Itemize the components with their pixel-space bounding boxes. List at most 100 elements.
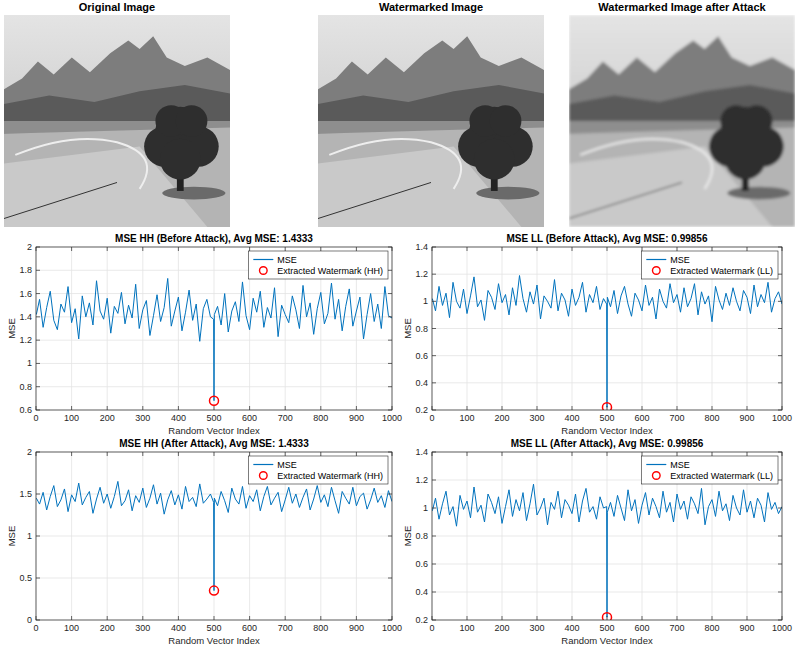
- chart: 010020030040050060070080090010000.60.811…: [6, 233, 402, 436]
- tick: [142, 247, 143, 251]
- tick-label: 0.6: [19, 405, 32, 415]
- tick: [320, 406, 321, 410]
- tick-label: 1.4: [19, 312, 32, 322]
- photo-content: [4, 15, 230, 227]
- tick: [778, 536, 782, 537]
- chart: 010020030040050060070080090010000.20.40.…: [402, 438, 792, 646]
- tick: [107, 247, 108, 251]
- tick-label: 800: [313, 413, 328, 423]
- tick: [432, 452, 433, 456]
- image-title: Watermarked Image: [379, 1, 483, 13]
- tick: [572, 616, 573, 620]
- tick: [782, 247, 783, 251]
- image-title: Watermarked Image after Attack: [598, 1, 766, 13]
- tick-label: 600: [242, 623, 257, 633]
- sky: [569, 15, 795, 227]
- tick: [388, 578, 392, 579]
- tick-label: 1.6: [19, 289, 32, 299]
- tick-label: 500: [206, 623, 221, 633]
- tick: [392, 452, 393, 456]
- tick-label: 1000: [382, 413, 402, 423]
- grid-line: [71, 247, 72, 410]
- tick: [747, 406, 748, 410]
- tick: [214, 406, 215, 410]
- tick: [747, 247, 748, 251]
- y-axis-title: MSE: [402, 318, 413, 339]
- tick: [778, 355, 782, 356]
- tick-label: 0: [33, 623, 38, 633]
- tick: [388, 340, 392, 341]
- tick-label: 0.2: [415, 615, 428, 625]
- legend-symbol: [646, 259, 666, 260]
- y-axis-title: MSE: [402, 526, 413, 547]
- tick: [142, 406, 143, 410]
- tick: [467, 247, 468, 251]
- tick: [36, 620, 40, 621]
- legend-label: Extracted Watermark (HH): [277, 266, 383, 276]
- tick: [249, 406, 250, 410]
- foliage: [741, 105, 773, 137]
- tick: [388, 536, 392, 537]
- legend-symbol: [260, 472, 268, 480]
- tick-label: 0: [429, 413, 434, 423]
- tick: [537, 452, 538, 456]
- road: [580, 139, 712, 189]
- tick: [432, 406, 433, 410]
- tick-label: 300: [135, 623, 150, 633]
- tick: [467, 406, 468, 410]
- tick-label: 0.2: [415, 405, 428, 415]
- tick: [677, 452, 678, 456]
- tick: [712, 406, 713, 410]
- photo: [4, 15, 230, 227]
- legend-label: Extracted Watermark (LL): [670, 471, 773, 481]
- tick: [712, 452, 713, 456]
- tick: [778, 410, 782, 411]
- tick: [388, 247, 392, 248]
- tick: [432, 328, 436, 329]
- legend-symbol: [652, 472, 660, 480]
- x-axis-title: Random Vector Index: [168, 425, 260, 436]
- tick: [71, 452, 72, 456]
- foliage: [176, 105, 208, 137]
- tick-label: 0: [33, 413, 38, 423]
- tick: [388, 494, 392, 495]
- shadow: [162, 187, 225, 200]
- tick: [747, 452, 748, 456]
- chart-title: MSE LL (After Attack), Avg MSE: 0.99856: [511, 438, 704, 449]
- legend-label: MSE: [277, 255, 297, 265]
- tick: [285, 247, 286, 251]
- photo-content: [318, 15, 544, 227]
- tick-label: 500: [599, 413, 614, 423]
- tick-label: 1.2: [415, 269, 428, 279]
- image-title: Original Image: [79, 1, 155, 13]
- tick: [178, 247, 179, 251]
- axes-frame: [36, 247, 392, 410]
- grid-line: [178, 247, 179, 410]
- tick: [388, 363, 392, 364]
- tick: [36, 452, 37, 456]
- y-axis-title: MSE: [6, 526, 17, 547]
- tick: [778, 452, 782, 453]
- tick-label: 800: [704, 623, 719, 633]
- legend-symbol: [260, 267, 268, 275]
- tick-label: 1.4: [415, 242, 428, 252]
- legend-label: MSE: [670, 460, 690, 470]
- tick: [249, 452, 250, 456]
- shadow: [727, 187, 790, 200]
- tick-label: 200: [100, 413, 115, 423]
- tick: [107, 616, 108, 620]
- tick: [467, 616, 468, 620]
- legend-symbol: [652, 267, 660, 275]
- plot-area: [432, 247, 782, 410]
- legend: MSEExtracted Watermark (HH): [248, 456, 388, 484]
- tick: [107, 406, 108, 410]
- tick-label: 0.5: [19, 573, 32, 583]
- tick: [388, 620, 392, 621]
- tick-label: 300: [135, 413, 150, 423]
- tick-label: 400: [171, 413, 186, 423]
- legend: MSEExtracted Watermark (HH): [248, 251, 388, 279]
- legend-label: MSE: [670, 255, 690, 265]
- tick-label: 100: [459, 623, 474, 633]
- plot-area: [36, 247, 392, 410]
- tick: [356, 452, 357, 456]
